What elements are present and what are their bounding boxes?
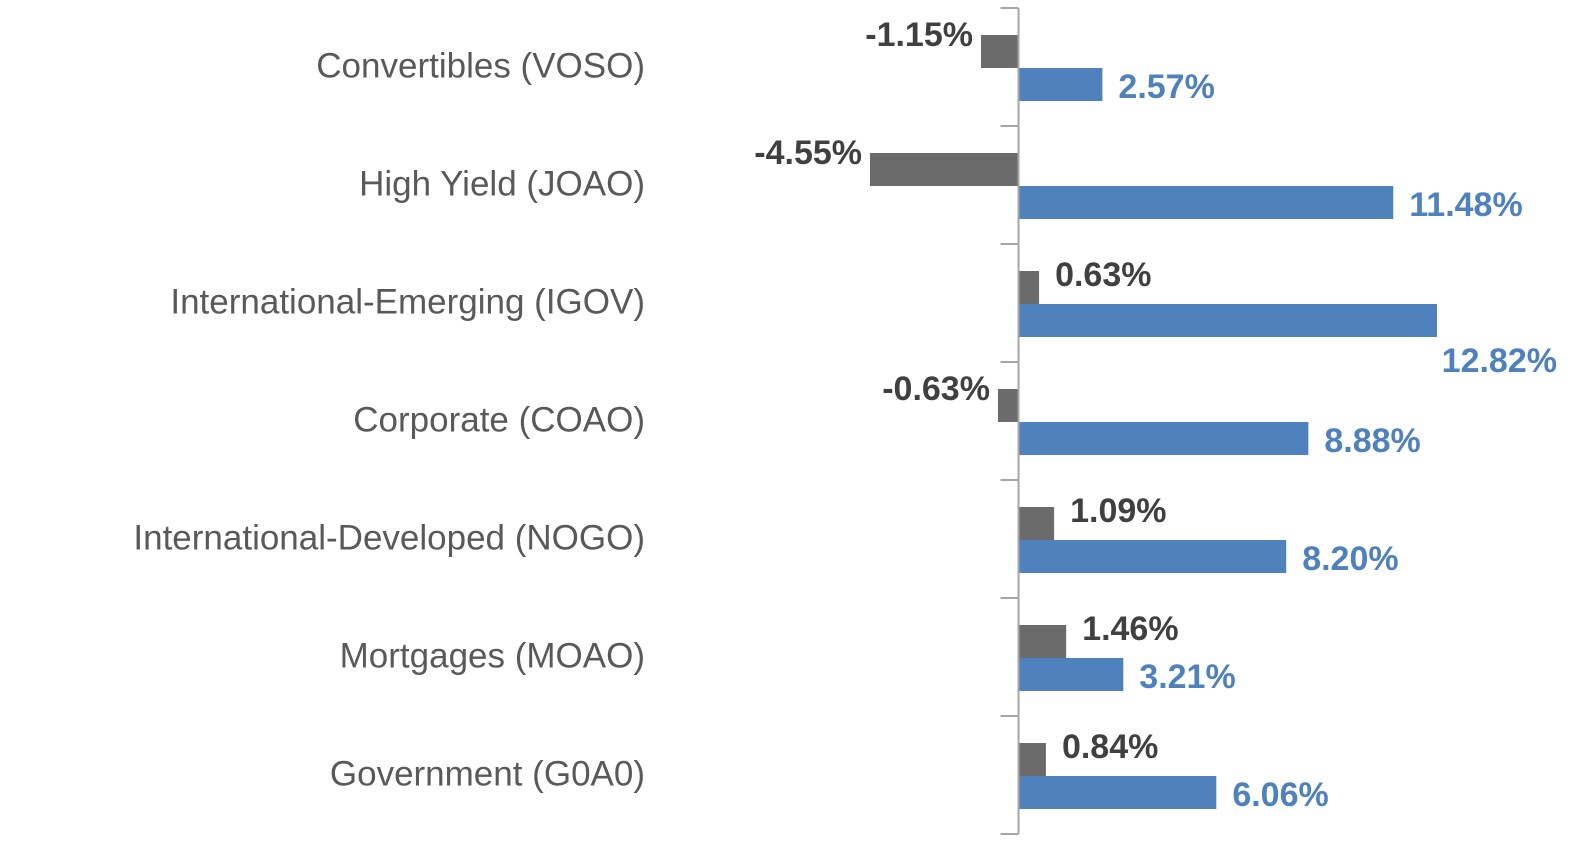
category-label: Mortgages (MOAO) [340,636,645,675]
value-label: -0.63% [882,370,990,408]
bar [1018,422,1309,455]
bar [1018,304,1437,337]
category-label: International-Developed (NOGO) [133,518,645,557]
value-label: 11.48% [1409,186,1522,224]
value-label: 8.20% [1302,540,1398,578]
value-label: -1.15% [865,16,973,54]
value-label: 1.09% [1070,492,1166,530]
bar [997,389,1019,422]
category-label: High Yield (JOAO) [359,164,645,203]
value-label: 3.21% [1139,658,1235,696]
bar [1018,625,1067,658]
category-label: Government (G0A0) [330,754,645,793]
bar [870,153,1019,186]
bar [1018,507,1055,540]
bar [1018,540,1287,573]
bar [1018,68,1103,101]
value-label: 2.57% [1118,68,1214,106]
value-label: 0.63% [1055,256,1151,294]
bar [1018,776,1217,809]
bar [1018,271,1040,304]
category-label: Corporate (COAO) [353,400,645,439]
bar [980,35,1019,68]
value-label: 8.88% [1324,422,1420,460]
bar [1018,743,1046,776]
value-label: -4.55% [754,134,862,172]
bar [1018,658,1124,691]
category-label: Convertibles (VOSO) [316,46,645,85]
category-label: International-Emerging (IGOV) [170,282,645,321]
value-label: 1.46% [1082,610,1178,648]
value-label: 0.84% [1062,728,1158,766]
value-label: 12.82% [1442,342,1557,380]
value-label: 6.06% [1232,776,1328,814]
bar [1018,186,1394,219]
